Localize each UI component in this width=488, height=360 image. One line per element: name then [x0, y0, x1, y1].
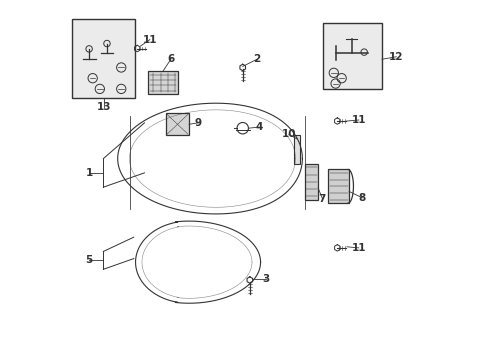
Text: 8: 8 — [358, 193, 365, 203]
Text: 10: 10 — [281, 129, 295, 139]
Text: 11: 11 — [351, 243, 366, 253]
Bar — [148, 71, 178, 94]
Text: 2: 2 — [253, 54, 260, 64]
Bar — [165, 113, 189, 135]
Text: 13: 13 — [97, 102, 111, 112]
Bar — [328, 169, 348, 203]
Bar — [323, 23, 381, 89]
Text: 12: 12 — [388, 52, 403, 62]
Text: 6: 6 — [167, 54, 175, 64]
Text: 5: 5 — [85, 255, 93, 265]
Text: 7: 7 — [318, 194, 325, 203]
Text: 9: 9 — [194, 118, 201, 128]
Text: 3: 3 — [262, 274, 269, 284]
Text: 11: 11 — [142, 35, 157, 45]
Bar — [72, 19, 135, 98]
Bar — [293, 135, 300, 164]
Text: 4: 4 — [255, 122, 262, 132]
Bar — [304, 164, 317, 200]
Text: 1: 1 — [85, 168, 93, 178]
Text: 11: 11 — [351, 115, 366, 125]
